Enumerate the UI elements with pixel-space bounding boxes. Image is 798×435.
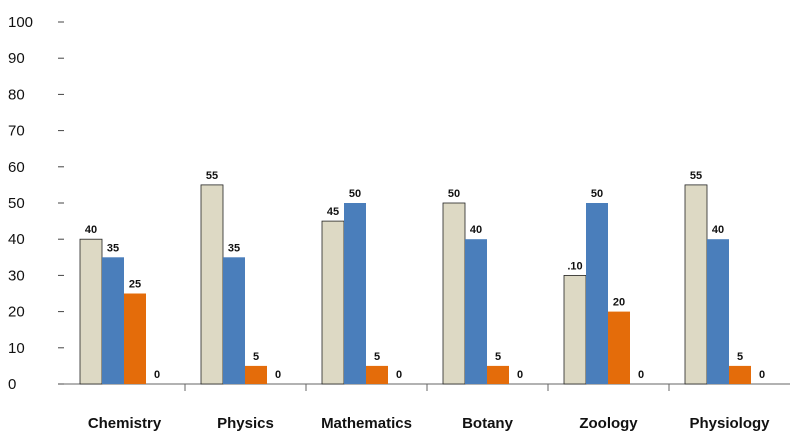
bar bbox=[102, 257, 124, 384]
x-tick-label: Physiology bbox=[689, 415, 770, 432]
data-label: 0 bbox=[638, 369, 644, 381]
data-label: 5 bbox=[495, 351, 501, 363]
bar bbox=[321, 220, 345, 385]
bar bbox=[563, 274, 587, 385]
y-tick-label: 50 bbox=[8, 195, 25, 212]
bar bbox=[442, 202, 466, 385]
y-tick-label: 10 bbox=[8, 340, 25, 357]
data-label: 35 bbox=[107, 242, 119, 254]
data-label: 0 bbox=[759, 369, 765, 381]
bar bbox=[344, 203, 366, 384]
bar bbox=[124, 293, 146, 384]
data-label: 20 bbox=[613, 297, 625, 309]
bar bbox=[366, 365, 388, 384]
data-label: 5 bbox=[737, 351, 743, 363]
data-label: 50 bbox=[448, 188, 460, 200]
data-label: 40 bbox=[85, 224, 97, 236]
data-label: 55 bbox=[690, 170, 702, 182]
y-tick-label: 60 bbox=[8, 159, 25, 176]
x-axis: Chemistry Physics Mathematics Botany Zoology… bbox=[64, 383, 790, 432]
x-tick-label: Physics bbox=[217, 415, 274, 432]
data-label: 55 bbox=[206, 170, 218, 182]
x-tick-label: Botany bbox=[462, 415, 513, 432]
bar bbox=[684, 184, 708, 385]
bar bbox=[707, 239, 729, 384]
y-tick-label: 30 bbox=[8, 267, 25, 284]
bar bbox=[465, 239, 487, 384]
data-label: 25 bbox=[129, 279, 141, 291]
y-tick-label: 70 bbox=[8, 123, 25, 140]
bar bbox=[586, 203, 608, 384]
data-label: 45 bbox=[327, 206, 339, 218]
x-tick-label: Zoology bbox=[579, 415, 638, 432]
x-tick-label: Chemistry bbox=[88, 415, 162, 432]
bars bbox=[79, 184, 751, 385]
data-label: 50 bbox=[591, 188, 603, 200]
bar bbox=[729, 365, 751, 384]
data-label: 40 bbox=[712, 224, 724, 236]
bar bbox=[223, 257, 245, 384]
y-tick-label: 20 bbox=[8, 304, 25, 321]
data-label: 40 bbox=[470, 224, 482, 236]
bar bbox=[487, 365, 509, 384]
data-label: 0 bbox=[517, 369, 523, 381]
y-tick-label: 40 bbox=[8, 231, 25, 248]
bar bbox=[608, 311, 630, 384]
data-label: 50 bbox=[349, 188, 361, 200]
y-tick-label: 100 bbox=[8, 14, 33, 31]
x-tick-label: Mathematics bbox=[321, 415, 412, 432]
data-label: 0 bbox=[396, 369, 402, 381]
data-label: 0 bbox=[154, 369, 160, 381]
bar bbox=[79, 238, 103, 385]
data-label: 5 bbox=[374, 351, 380, 363]
data-label: 0 bbox=[275, 369, 281, 381]
y-tick-label: 80 bbox=[8, 86, 25, 103]
bar bbox=[200, 184, 224, 385]
data-label: .10 bbox=[567, 260, 582, 272]
y-tick-label: 90 bbox=[8, 50, 25, 67]
y-tick-label: 0 bbox=[8, 376, 16, 393]
data-label: 35 bbox=[228, 242, 240, 254]
data-label: 5 bbox=[253, 351, 259, 363]
y-axis: 0 10 20 30 40 50 60 70 80 90 100 bbox=[8, 14, 64, 393]
bar bbox=[245, 365, 267, 384]
